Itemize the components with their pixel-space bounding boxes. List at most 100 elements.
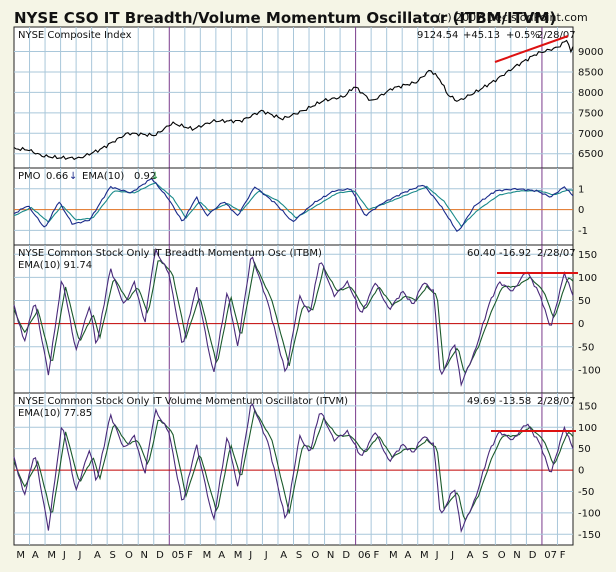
chart-title: NYSE CSO IT Breadth/Volume Momentum Osci… (14, 9, 556, 27)
pmo-legend-label: PMO (18, 171, 41, 182)
pmo-yaxis: -1 0 1 (578, 184, 588, 237)
itvm-readout-change: -13.58 (499, 396, 531, 407)
month-label: S (482, 550, 488, 561)
price-readout-last: 9124.54 (417, 30, 458, 41)
month-axis: M A M J J A S O N D 05 F M A M J J A S O N D 06 F M A M J J A S O N D 07 F (16, 550, 565, 561)
month-label: O (498, 550, 506, 561)
month-label: O (311, 550, 319, 561)
month-label: F (373, 550, 379, 561)
itvm-grid (14, 393, 573, 545)
itbm-yaxis: -100 -50 0 50 100 150 (578, 250, 601, 377)
y-tick-label: 50 (578, 444, 591, 455)
ema-line (13, 260, 574, 375)
month-label: N (327, 550, 334, 561)
ema-line (13, 408, 574, 522)
y-tick-label: 7000 (578, 129, 603, 140)
y-tick-label: 0 (578, 205, 584, 216)
y-tick-label: 8500 (578, 67, 603, 78)
month-label: J (248, 550, 252, 561)
itbm-panel-title: NYSE Common Stock Only IT Breadth Moment… (18, 248, 322, 259)
price-yaxis: 6500 7000 7500 8000 8500 9000 (578, 47, 603, 160)
y-tick-label: -50 (578, 487, 594, 498)
itbm-grid (14, 245, 573, 393)
y-tick-label: -150 (578, 530, 601, 541)
price-trendline (494, 35, 569, 63)
month-label: J (62, 550, 66, 561)
pmo-ema-label: EMA(10) (82, 171, 124, 182)
price-grid (14, 27, 573, 168)
month-label: N (513, 550, 520, 561)
y-tick-label: -1 (578, 226, 588, 237)
y-tick-label: 150 (578, 250, 597, 261)
month-label: 06 (358, 550, 371, 561)
itvm-yaxis: -150 -100 -50 0 50 100 150 (578, 401, 601, 540)
y-tick-label: 8000 (578, 88, 603, 99)
price-line (13, 39, 574, 161)
y-tick-label: 150 (578, 401, 597, 412)
itbm-ema-label: EMA(10) 91.74 (18, 260, 92, 271)
month-label: 07 (544, 550, 557, 561)
y-tick-label: -100 (578, 365, 601, 376)
month-label: J (77, 550, 81, 561)
pmo-ema-value: 0.92 (134, 171, 156, 182)
y-tick-label: 9000 (578, 47, 603, 58)
month-label: M (203, 550, 212, 561)
y-tick-label: -50 (578, 342, 594, 353)
month-label: A (405, 550, 412, 561)
oscillator-line (13, 247, 574, 387)
y-tick-label: 6500 (578, 149, 603, 160)
oscillator-line (13, 177, 574, 232)
itvm-readout-last: 49.69 (467, 396, 496, 407)
price-readout-date: 2/28/07 (537, 30, 576, 41)
month-label: J (435, 550, 439, 561)
y-tick-label: 1 (578, 184, 584, 195)
itvm-series (13, 403, 574, 534)
itbm-readout-last: 60.40 (467, 248, 496, 259)
pmo-legend-value: 0.66 (46, 171, 68, 182)
month-label: S (109, 550, 115, 561)
oscillator-line (13, 403, 574, 534)
month-label: N (141, 550, 148, 561)
y-tick-label: 0 (578, 466, 584, 477)
month-label: M (47, 550, 56, 561)
month-label: O (125, 550, 133, 561)
chart-credit: (c) 2007 DecisionPoint.com (437, 11, 588, 24)
itvm-ema-label: EMA(10) 77.85 (18, 408, 92, 419)
month-label: D (529, 550, 537, 561)
ema-line (13, 182, 574, 228)
price-series (13, 39, 574, 161)
month-label: A (94, 550, 101, 561)
month-label: J (264, 550, 268, 561)
month-label: D (156, 550, 164, 561)
pmo-ema-down-arrow-icon: ↓ (151, 171, 159, 182)
month-label: J (450, 550, 454, 561)
y-tick-label: 100 (578, 273, 597, 284)
month-label: M (389, 550, 398, 561)
y-tick-label: 100 (578, 423, 597, 434)
price-readout-change: +45.13 (463, 30, 500, 41)
month-label: A (467, 550, 474, 561)
itbm-readout-date: 2/28/07 (537, 248, 576, 259)
month-label: M (16, 550, 25, 561)
itbm-series (13, 247, 574, 387)
pmo-down-arrow-icon: ↓ (69, 171, 77, 182)
price-panel-title: NYSE Composite Index (18, 30, 132, 41)
month-label: M (234, 550, 243, 561)
month-label: D (342, 550, 350, 561)
month-label: A (32, 550, 39, 561)
y-tick-label: 50 (578, 296, 591, 307)
y-tick-label: 7500 (578, 108, 603, 119)
month-label: A (280, 550, 287, 561)
month-label: A (218, 550, 225, 561)
month-label: S (296, 550, 302, 561)
month-label: 05 (172, 550, 185, 561)
itbm-readout-change: -16.92 (499, 248, 531, 259)
y-tick-label: -100 (578, 508, 601, 519)
price-readout-pct: +0.5% (506, 30, 540, 41)
itvm-readout-date: 2/28/07 (537, 396, 576, 407)
month-label: M (420, 550, 429, 561)
pmo-series (13, 177, 574, 232)
itvm-panel-title: NYSE Common Stock Only IT Volume Momentu… (18, 396, 348, 407)
y-tick-label: 0 (578, 319, 584, 330)
